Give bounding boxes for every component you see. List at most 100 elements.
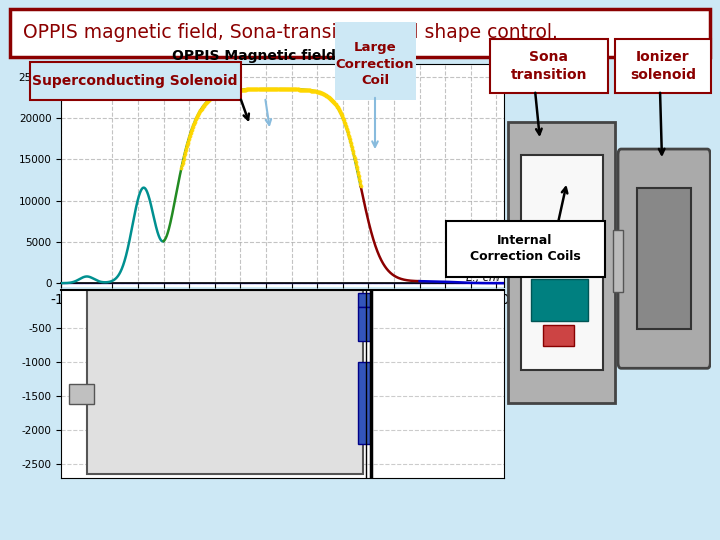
Point (182, 137, 194, 145)
Point (331, 102, 343, 111)
Text: Superconducting Solenoid: Superconducting Solenoid (32, 74, 238, 88)
Point (297, 85, 308, 94)
Point (334, 108, 346, 117)
Point (212, 90, 224, 98)
Point (286, 85, 297, 93)
Point (324, 94, 336, 103)
Point (279, 85, 290, 93)
Point (215, 89, 227, 97)
Point (344, 135, 356, 144)
Point (248, 85, 260, 93)
Point (240, 85, 251, 94)
Point (317, 89, 328, 98)
Point (351, 163, 362, 171)
Point (310, 87, 321, 96)
Text: OPPIS magnetic field, Sona-transition field shape control.: OPPIS magnetic field, Sona-transition fi… (22, 23, 557, 43)
Point (262, 85, 274, 93)
Point (207, 93, 218, 102)
Point (195, 105, 207, 114)
Point (352, 167, 364, 176)
Bar (87, 290, 363, 475)
Point (275, 85, 287, 93)
Point (236, 85, 248, 94)
Point (345, 137, 356, 145)
Point (343, 131, 355, 140)
Point (228, 86, 240, 94)
Point (193, 110, 204, 118)
Point (216, 89, 228, 97)
Point (265, 85, 276, 93)
Point (257, 85, 269, 93)
Point (354, 177, 365, 186)
Point (355, 182, 366, 191)
Point (302, 86, 313, 94)
Text: Ionizer
solenoid: Ionizer solenoid (630, 50, 696, 82)
Point (322, 92, 333, 100)
Point (233, 85, 245, 94)
Point (315, 89, 326, 97)
Bar (613, 230, 623, 292)
Bar (358, 307, 371, 341)
Point (327, 97, 338, 105)
Point (354, 174, 365, 183)
Point (282, 85, 293, 93)
Point (347, 147, 359, 156)
Point (339, 119, 351, 127)
Point (272, 85, 284, 93)
Point (306, 86, 318, 95)
Point (285, 85, 297, 93)
Point (290, 85, 302, 94)
Point (225, 86, 237, 95)
Point (309, 87, 320, 96)
Point (220, 87, 232, 96)
Point (241, 85, 253, 94)
Point (293, 85, 305, 94)
Point (264, 85, 275, 93)
Point (180, 144, 192, 153)
Point (271, 85, 282, 93)
Point (261, 85, 273, 93)
Point (208, 92, 220, 100)
Point (279, 85, 291, 93)
Point (343, 130, 354, 138)
Point (189, 118, 200, 127)
Point (176, 161, 188, 170)
Point (249, 85, 261, 93)
Point (235, 85, 247, 94)
Point (334, 107, 346, 116)
Point (300, 86, 312, 94)
Point (277, 85, 289, 93)
Point (320, 91, 331, 99)
Point (288, 85, 300, 93)
Point (287, 85, 299, 93)
FancyBboxPatch shape (10, 9, 710, 57)
Point (192, 112, 203, 120)
Point (276, 85, 288, 93)
Point (336, 111, 348, 120)
Point (253, 85, 265, 93)
Point (340, 120, 351, 129)
Point (189, 116, 201, 125)
Point (198, 102, 210, 110)
Point (181, 140, 193, 149)
Point (216, 89, 228, 97)
Point (294, 85, 305, 94)
Point (303, 86, 315, 94)
Point (204, 94, 216, 103)
Point (328, 97, 339, 106)
Point (266, 85, 277, 93)
Point (289, 85, 300, 93)
Point (234, 85, 246, 94)
Point (247, 85, 258, 93)
Point (279, 85, 290, 93)
Point (333, 104, 344, 113)
FancyBboxPatch shape (30, 62, 241, 100)
Point (186, 125, 197, 134)
Point (210, 91, 221, 100)
Point (199, 99, 211, 108)
Point (298, 85, 310, 94)
Point (199, 100, 210, 109)
Point (298, 85, 310, 94)
Point (320, 91, 332, 100)
Point (292, 85, 303, 94)
